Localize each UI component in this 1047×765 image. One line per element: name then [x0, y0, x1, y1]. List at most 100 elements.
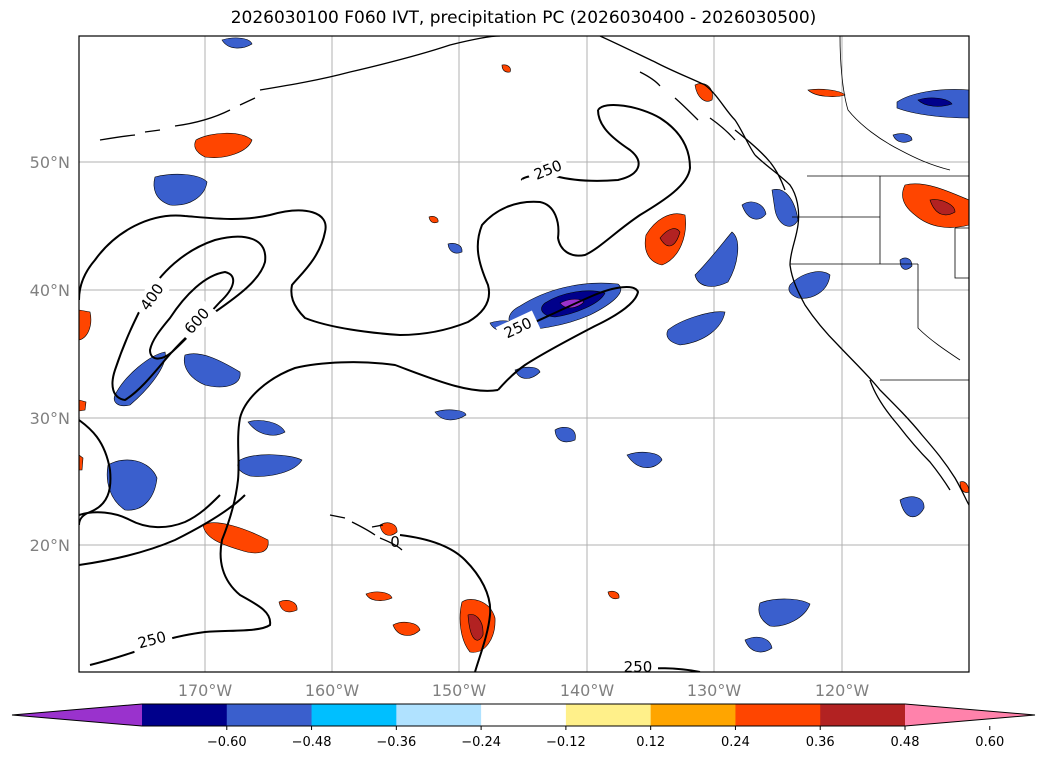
precip-patch — [501, 64, 511, 73]
ivt-contour-250-river — [497, 286, 640, 391]
precip-patch — [194, 132, 253, 158]
figure-title: 2026030100 F060 IVT, precipitation PC (2… — [230, 8, 817, 28]
colorbar-tick-label: −0.48 — [292, 735, 332, 750]
precip-patch — [694, 231, 739, 287]
lon-label-120w: 120°W — [815, 681, 870, 700]
lat-label-30n: 30°N — [30, 409, 70, 428]
colorbar-segment — [481, 704, 567, 726]
map-content: 250 250 400 600 250 250 0 — [79, 36, 969, 676]
precip-patch — [892, 133, 913, 143]
colorbar-segment — [311, 704, 397, 726]
coast-hawaii — [329, 514, 403, 551]
precip-patch — [106, 459, 158, 511]
lon-label-160w: 160°W — [305, 681, 360, 700]
lat-label-40n: 40°N — [30, 281, 70, 300]
ivt-contour-labels: 250 250 400 600 250 250 0 — [130, 153, 658, 676]
precip-patch — [392, 621, 421, 636]
border-alaska-canada — [839, 36, 951, 171]
precip-patch — [607, 590, 620, 600]
coast-alaska-islands — [639, 71, 736, 141]
precip-patch — [758, 598, 811, 627]
lon-label-130w: 130°W — [687, 681, 742, 700]
colorbar-extend-max — [905, 704, 1035, 726]
coast-alaska — [259, 36, 756, 156]
precip-patch — [447, 243, 463, 254]
coast-baja — [869, 379, 951, 491]
coast-vancouver-island — [734, 129, 786, 191]
coast-bc-wa-or-ca — [754, 154, 969, 506]
map-frame — [78, 35, 970, 673]
colorbar-extend-min — [12, 704, 142, 726]
ivt-contour-250-tail — [399, 534, 492, 672]
precip-patch — [788, 271, 831, 299]
precip-patch — [741, 201, 767, 220]
precip-patch — [379, 522, 398, 536]
precip-patch — [626, 451, 663, 468]
precip-patch — [79, 399, 87, 412]
precip-patch — [278, 600, 298, 613]
colorbar-tick-label: −0.36 — [376, 735, 416, 750]
precip-positive-patches — [79, 64, 969, 653]
ivt-contour-250-south — [89, 361, 499, 666]
ivt-contour-250-midlow — [79, 494, 246, 566]
ivt-label-hawaii-fragment: 0 — [390, 533, 400, 551]
precip-patch — [113, 351, 166, 407]
ivt-contour-250-low — [79, 419, 112, 526]
border-ca-nv — [917, 264, 961, 361]
political-borders — [790, 36, 969, 381]
colorbar — [11, 703, 1036, 727]
lat-label-20n: 20°N — [30, 536, 70, 555]
precip-patch — [202, 522, 269, 554]
latitude-tick-labels: 50°N 40°N 30°N 20°N — [30, 153, 70, 555]
gridlines — [79, 36, 969, 672]
precip-patch — [666, 311, 726, 346]
colorbar-tick-label: 0.60 — [975, 735, 1004, 750]
colorbar-segment — [142, 704, 228, 726]
colorbar-segment — [820, 704, 906, 726]
colorbar-tick-label: 0.36 — [806, 735, 835, 750]
precip-patch — [434, 409, 467, 421]
colorbar-segment — [735, 704, 821, 726]
lat-label-50n: 50°N — [30, 153, 70, 172]
precip-patch — [153, 173, 208, 206]
precip-patch — [929, 199, 956, 216]
precip-patch — [899, 496, 925, 518]
precip-patch — [79, 454, 84, 471]
ivt-contour-250-bend — [79, 494, 221, 528]
coast-aleutians — [99, 97, 256, 141]
colorbar-segment — [565, 704, 652, 726]
colorbar-tick-label: 0.24 — [721, 735, 750, 750]
ivt-contour-250-east — [79, 103, 692, 337]
precip-patch — [247, 420, 286, 436]
precip-patch — [221, 37, 253, 49]
colorbar-tick-label: 0.48 — [891, 735, 920, 750]
colorbar-outline — [11, 703, 1036, 727]
map-background — [79, 36, 969, 672]
precip-patch — [184, 353, 241, 388]
border-nv-ut — [954, 227, 969, 279]
coastlines — [99, 36, 969, 551]
precip-patch — [917, 97, 953, 107]
lon-label-140w: 140°W — [560, 681, 615, 700]
precip-patch — [428, 216, 439, 224]
colorbar-tick-label: −0.12 — [546, 735, 586, 750]
precip-patch — [659, 228, 681, 247]
precip-patch — [554, 427, 576, 443]
colorbar-segment — [226, 704, 313, 726]
longitude-tick-labels: 170°W 160°W 150°W 140°W 130°W 120°W — [178, 681, 870, 700]
colorbar-tick-label: 0.12 — [636, 735, 665, 750]
colorbar-segment — [396, 704, 482, 726]
lon-label-150w: 150°W — [432, 681, 487, 700]
precip-patch — [744, 636, 773, 653]
colorbar-segment — [650, 704, 736, 726]
lon-label-170w: 170°W — [178, 681, 233, 700]
colorbar-tick-label: −0.60 — [207, 735, 247, 750]
precip-patch — [467, 614, 484, 641]
precip-patch — [514, 366, 541, 379]
precip-patch — [365, 591, 393, 601]
colorbar-tick-labels: −0.60 −0.48 −0.36 −0.24 −0.12 0.12 0.24 0.36 0.4… — [207, 726, 1004, 750]
ivt-label-250-south: 250 — [624, 658, 653, 676]
precip-patch — [807, 88, 846, 97]
colorbar-tick-label: −0.24 — [461, 735, 501, 750]
